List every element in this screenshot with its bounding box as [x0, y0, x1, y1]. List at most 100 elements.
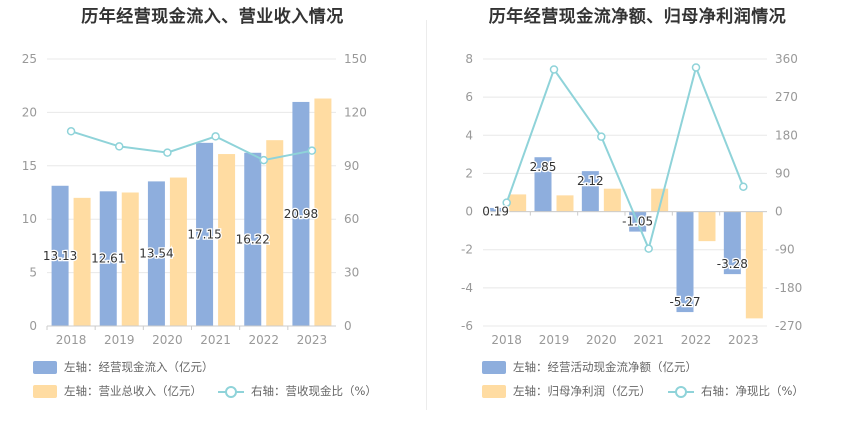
left-axis-tick-label: 10 — [22, 212, 37, 226]
legend-item-net-operating-cash[interactable]: 左轴：经营活动现金流净额（亿元） — [482, 359, 697, 375]
x-axis-tick-label: 2018 — [56, 333, 87, 347]
legend-label: 右轴：营收现金比（%） — [251, 384, 377, 398]
bar-blue — [487, 207, 505, 212]
ratio-point — [502, 198, 511, 207]
ratio-point — [115, 142, 124, 151]
ratio-point — [691, 63, 701, 72]
legend-line-marker-icon — [668, 385, 694, 398]
legend-swatch-blue — [482, 360, 506, 374]
x-axis-tick-label: 2021 — [633, 333, 664, 347]
bar-data-label: 2.85 — [530, 160, 557, 174]
left-axis-tick-label: -2 — [461, 243, 473, 257]
bar-orange — [218, 154, 236, 326]
x-axis-tick-label: 2018 — [491, 333, 522, 347]
bar-data-label: 20.98 — [284, 207, 318, 221]
left-axis-tick-label: 20 — [22, 105, 37, 119]
x-axis-tick-label: 2020 — [152, 333, 183, 347]
right-axis-tick-label: 90 — [344, 159, 359, 173]
bar-data-label: 17.15 — [187, 227, 221, 241]
bar-data-label: 13.13 — [43, 249, 77, 263]
bar-blue — [147, 181, 165, 326]
left-axis-tick-label: 6 — [465, 90, 473, 104]
ratio-point — [211, 132, 220, 141]
right-axis-tick-label: 0 — [775, 205, 783, 219]
bar-orange — [745, 211, 763, 319]
left-axis-tick-label: 8 — [465, 52, 473, 66]
ratio-point — [163, 148, 172, 157]
ratio-point — [739, 182, 748, 191]
right-axis-tick-label: 150 — [344, 52, 367, 66]
bar-data-label: -1.05 — [622, 215, 653, 229]
right-axis-tick-label: 90 — [775, 166, 790, 180]
bar-orange — [651, 188, 669, 212]
ratio-point — [259, 155, 268, 165]
legend-swatch-blue — [33, 360, 57, 374]
bar-blue — [99, 191, 117, 326]
bar-orange — [603, 188, 621, 212]
bar-data-label: 2.12 — [577, 174, 604, 188]
bar-data-label: 13.54 — [139, 247, 173, 261]
right-axis-tick-label: -270 — [775, 319, 802, 333]
right-axis-tick-label: 360 — [775, 52, 798, 66]
right-axis-tick-label: 30 — [344, 266, 359, 280]
legend-label: 左轴：经营现金流入（亿元） — [64, 360, 214, 374]
x-axis-tick-label: 2022 — [681, 333, 712, 347]
legend-label: 左轴：归母净利润（亿元） — [513, 384, 651, 398]
x-axis-tick-label: 2019 — [104, 333, 135, 347]
ratio-point — [597, 132, 606, 141]
bar-data-label: -5.27 — [669, 295, 700, 309]
net-cash-profit-chart: 历年经营现金流净额、归母净利润情况 -6 -4 -2 0 2 4 6 8 -270 -180 -90… — [425, 0, 850, 437]
bar-orange — [73, 197, 91, 326]
bar-blue — [581, 171, 599, 212]
left-axis-tick-label: -6 — [461, 319, 473, 333]
left-axis-tick-label: 5 — [29, 266, 37, 280]
legend-item-net-cash-ratio[interactable]: 右轴：净现比（%） — [668, 383, 804, 399]
x-axis-tick-label: 2023 — [728, 333, 759, 347]
ratio-point — [307, 146, 317, 155]
chart-title: 历年经营现金流入、营业收入情况 — [81, 7, 344, 27]
chart-title: 历年经营现金流净额、归母净利润情况 — [488, 7, 787, 27]
legend-item-revenue[interactable]: 左轴：营业总收入（亿元） — [33, 383, 202, 399]
x-axis-tick-label: 2020 — [586, 333, 617, 347]
bar-orange — [314, 98, 332, 327]
bar-data-label: 16.22 — [236, 232, 270, 246]
panel-divider — [426, 20, 427, 410]
x-axis-tick-label: 2023 — [297, 333, 328, 347]
left-axis-tick-label: 0 — [29, 319, 37, 333]
legend-line-marker-icon — [218, 385, 244, 398]
x-axis-tick-label: 2021 — [200, 333, 231, 347]
bar-blue — [292, 101, 310, 327]
left-axis-tick-label: 25 — [22, 52, 37, 66]
ratio-point — [644, 244, 653, 253]
chart-plot-area: 0 5 10 15 20 25 0 30 60 90 120 150 2018 2019 2020 2021 2… — [22, 52, 367, 347]
left-axis-tick-label: 2 — [465, 166, 473, 180]
right-axis-tick-label: 0 — [344, 319, 352, 333]
bar-orange — [121, 192, 139, 326]
bar-orange — [698, 211, 716, 242]
chart-plot-area: -6 -4 -2 0 2 4 6 8 -270 -180 -90 0 90 180 270 360 2018 20… — [461, 52, 802, 347]
legend-item-net-profit[interactable]: 左轴：归母净利润（亿元） — [482, 383, 651, 399]
right-axis-tick-label: 60 — [344, 212, 359, 226]
right-axis-tick-label: 180 — [775, 128, 798, 142]
ratio-point — [66, 127, 76, 136]
bar-blue — [244, 152, 262, 326]
left-axis-tick-label: 15 — [22, 159, 37, 173]
ratio-point — [549, 65, 559, 74]
bar-data-label: 12.61 — [91, 252, 125, 266]
right-axis-tick-label: 270 — [775, 90, 798, 104]
bar-orange — [556, 195, 574, 212]
legend-label: 左轴：经营活动现金流净额（亿元） — [513, 360, 697, 374]
legend-label: 左轴：营业总收入（亿元） — [64, 384, 202, 398]
left-axis-tick-label: -4 — [461, 281, 473, 295]
ratio-line — [70, 130, 313, 162]
x-axis-tick-label: 2022 — [248, 333, 279, 347]
bar-blue — [676, 211, 694, 313]
right-axis-tick-label: -90 — [775, 243, 795, 257]
bar-data-label: -3.28 — [717, 257, 748, 271]
legend-item-revenue-cash-ratio[interactable]: 右轴：营收现金比（%） — [218, 383, 377, 399]
left-axis-tick-label: 4 — [465, 128, 473, 142]
legend-item-cash-inflow[interactable]: 左轴：经营现金流入（亿元） — [33, 359, 214, 375]
bar-blue — [723, 211, 741, 275]
right-axis-tick-label: -180 — [775, 281, 802, 295]
ratio-line — [505, 64, 745, 252]
